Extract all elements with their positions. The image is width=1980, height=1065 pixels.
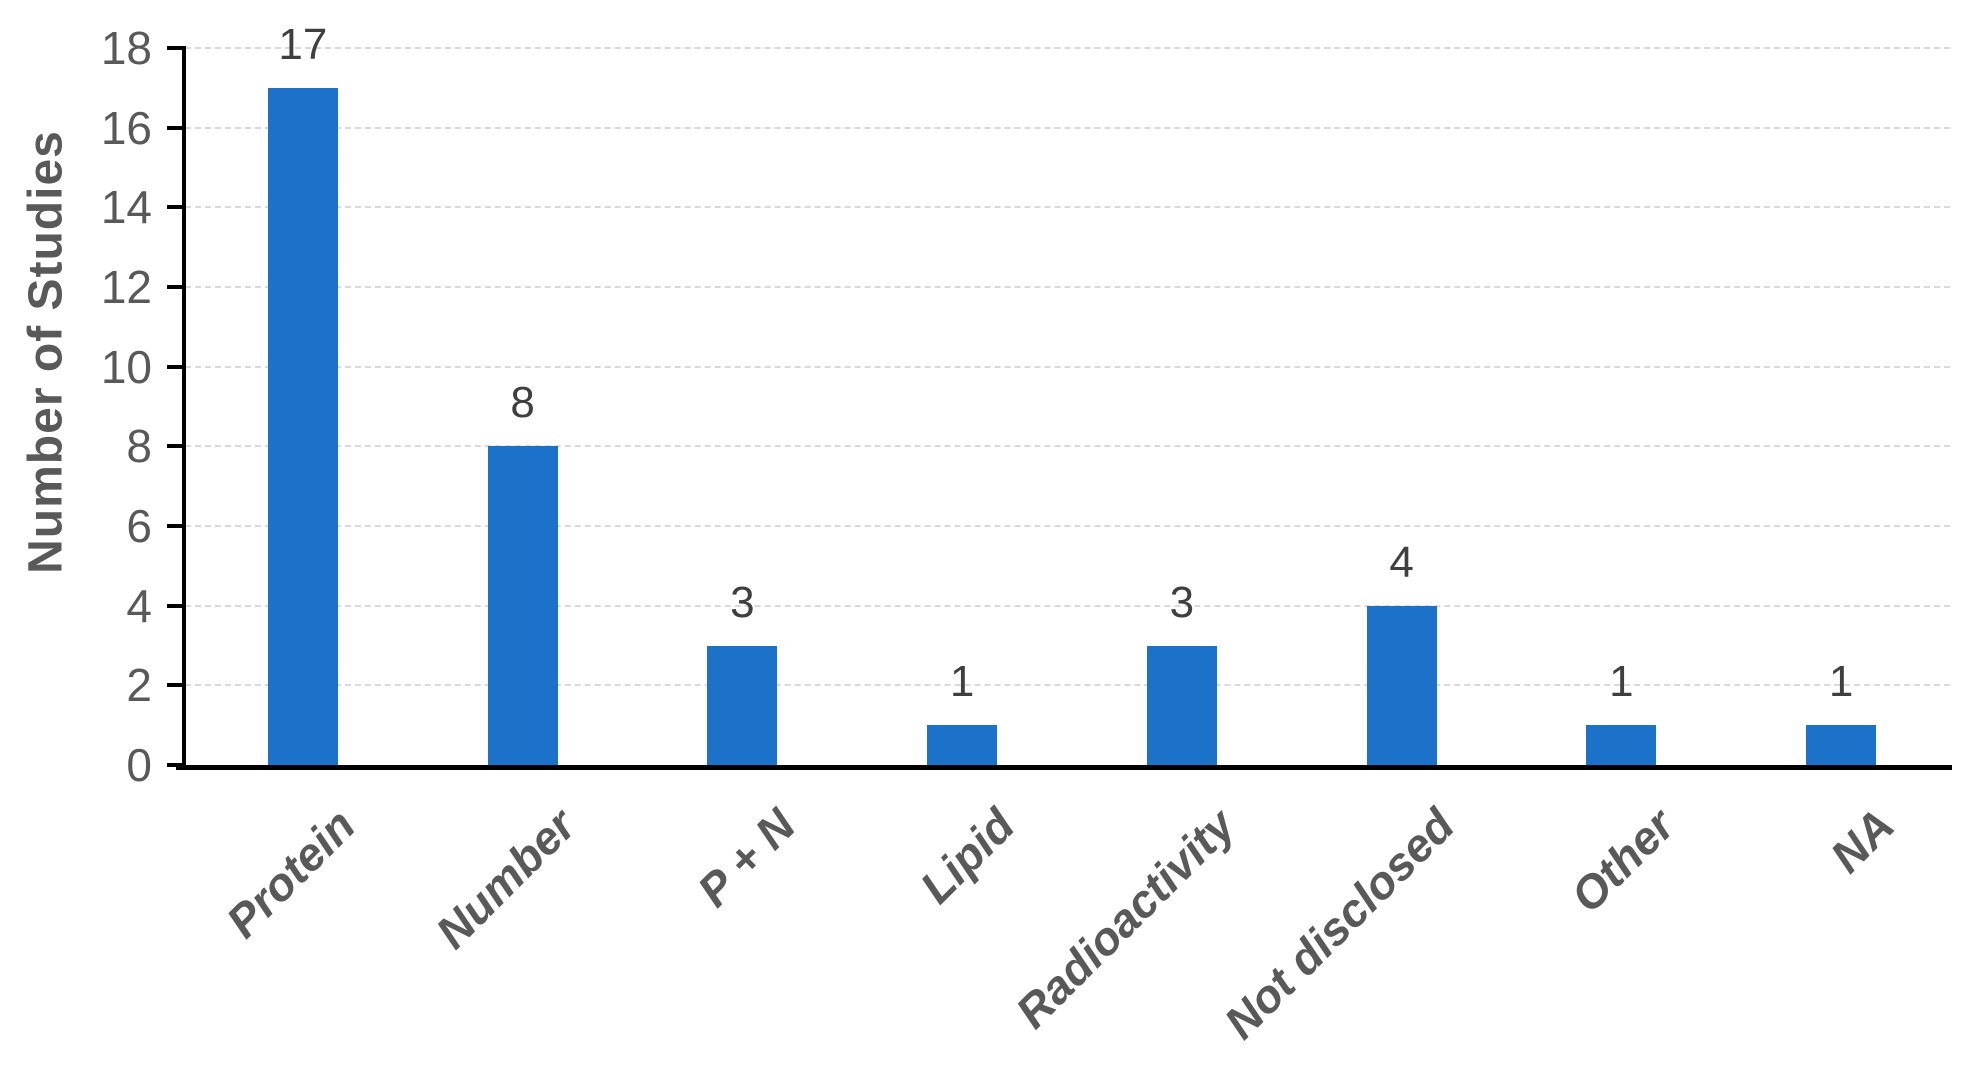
x-category-label: P + N xyxy=(687,798,805,917)
bar xyxy=(1146,645,1217,765)
x-category-label: Other xyxy=(1560,798,1684,923)
bar-value-label: 3 xyxy=(1169,577,1195,627)
y-tick xyxy=(167,46,185,50)
x-axis-line xyxy=(176,765,1952,770)
bar-value-label: 1 xyxy=(1609,657,1634,707)
y-tick xyxy=(167,603,185,608)
x-category-label: Number xyxy=(425,798,586,959)
y-tick-label: 4 xyxy=(126,579,152,632)
bar-value-label: 4 xyxy=(1389,537,1414,587)
y-axis-line xyxy=(182,46,186,770)
y-tick xyxy=(167,285,185,289)
x-category-label: Not disclosed xyxy=(1214,798,1465,1049)
x-category-label: Protein xyxy=(216,798,366,948)
gridline xyxy=(185,365,1950,368)
y-tick xyxy=(167,205,185,210)
gridline xyxy=(185,445,1950,448)
bar-value-label: 1 xyxy=(1828,657,1854,707)
y-tick-label: 18 xyxy=(100,22,152,74)
x-category-label: NA xyxy=(1819,798,1904,883)
bar xyxy=(487,446,558,765)
bar-value-label: 3 xyxy=(730,577,755,627)
gridline xyxy=(185,684,1950,687)
bar xyxy=(1806,725,1877,765)
x-category-label: Lipid xyxy=(910,798,1025,914)
y-tick-label: 10 xyxy=(100,340,152,393)
y-tick-label: 6 xyxy=(126,500,152,552)
bar xyxy=(1366,605,1437,765)
bar xyxy=(267,87,338,765)
gridline xyxy=(185,126,1950,129)
bar xyxy=(707,645,778,765)
y-tick-label: 14 xyxy=(100,181,152,234)
bar xyxy=(1586,725,1657,765)
y-tick xyxy=(167,524,185,528)
bar xyxy=(927,725,998,765)
gridline xyxy=(185,604,1950,607)
gridline xyxy=(185,286,1950,288)
y-tick xyxy=(167,125,185,130)
y-tick-label: 0 xyxy=(126,739,152,791)
x-category-label: Radioactivity xyxy=(1005,798,1245,1038)
y-tick xyxy=(167,364,185,369)
gridline xyxy=(185,47,1950,49)
y-tick-label: 16 xyxy=(100,101,152,154)
y-tick xyxy=(167,683,185,688)
bar-value-label: 1 xyxy=(949,657,975,707)
y-tick-label: 12 xyxy=(100,261,152,313)
y-tick xyxy=(167,444,185,449)
y-tick-label: 8 xyxy=(126,420,152,473)
bar-value-label: 8 xyxy=(510,378,535,428)
bar-value-label: 17 xyxy=(278,19,328,69)
y-tick-label: 2 xyxy=(126,659,152,712)
gridline xyxy=(185,525,1950,527)
gridline xyxy=(185,206,1950,209)
